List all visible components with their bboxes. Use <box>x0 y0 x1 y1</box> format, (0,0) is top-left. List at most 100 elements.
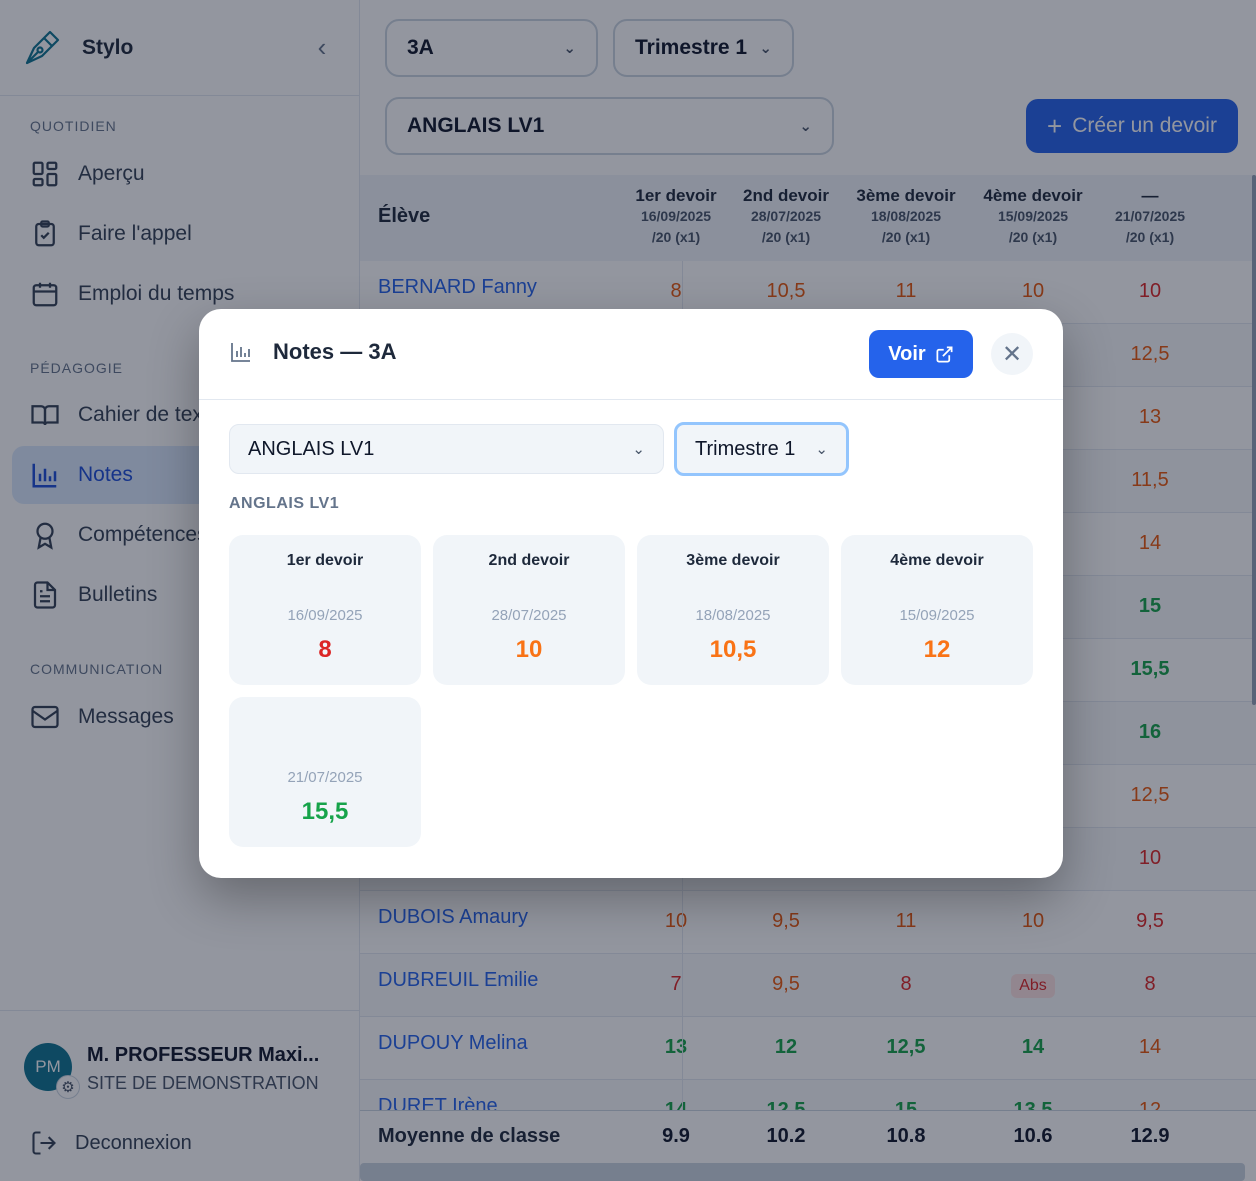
chevron-down-icon: ⌄ <box>563 40 576 57</box>
class-select-value: 3A <box>407 36 434 59</box>
document-icon <box>33 581 57 609</box>
grade-card-title: 4ème devoir <box>890 552 984 569</box>
grade-card[interactable]: 3ème devoir 18/08/2025 10,5 <box>637 535 829 685</box>
student-name[interactable]: BERNARD Fanny <box>378 276 537 298</box>
grade-card-title: 3ème devoir <box>686 552 780 569</box>
grade-card-date: 15/09/2025 <box>899 607 975 624</box>
sidebar-item-emploi-du-temps[interactable]: Emploi du temps <box>12 265 348 323</box>
grade-cell[interactable]: 12,5 <box>886 1036 926 1058</box>
absent-badge: Abs <box>1011 974 1055 998</box>
sidebar-item-cahier-de-textes[interactable]: Cahier de textes <box>12 386 348 444</box>
grade-cell[interactable]: 10 <box>664 910 688 932</box>
grade-cell[interactable]: 15 <box>1138 595 1162 617</box>
grade-cell[interactable]: 7 <box>670 973 682 995</box>
grade-cell[interactable]: 8 <box>1144 973 1156 995</box>
class-average-value: 10.2 <box>766 1125 806 1147</box>
class-average-label: Moyenne de classe <box>378 1125 561 1147</box>
sidebar-item-label: Emploi du temps <box>78 282 235 305</box>
grade-cell[interactable]: 14 <box>1138 532 1162 554</box>
modal-title: Notes — 3A <box>229 339 396 365</box>
modal-subject-value: ANGLAIS LV1 <box>248 437 375 460</box>
student-name[interactable]: DUBOIS Amaury <box>378 906 529 928</box>
app-name: Stylo <box>82 35 134 59</box>
close-button[interactable]: ✕ <box>991 333 1033 375</box>
class-average-value: 9.9 <box>662 1125 690 1147</box>
chevron-down-icon: ⌄ <box>815 441 828 458</box>
column-header[interactable]: — 21/07/2025 /20 (x1) <box>1090 185 1210 248</box>
grade-cell[interactable]: 15,5 <box>1130 658 1170 680</box>
sidebar-item-bulletins[interactable]: Bulletins <box>12 566 348 624</box>
vertical-scrollbar[interactable] <box>1252 175 1256 705</box>
grade-card[interactable]: 1er devoir 16/09/2025 8 <box>229 535 421 685</box>
gear-icon[interactable]: ⚙ <box>56 1075 80 1099</box>
grade-cell[interactable]: 12,5 <box>1130 784 1170 806</box>
column-scale: /20 (x1) <box>1008 229 1058 245</box>
grade-cell[interactable]: 11,5 <box>1131 469 1169 491</box>
period-select[interactable]: Trimestre 1 ⌄ <box>613 19 794 77</box>
logout-icon <box>32 1131 56 1155</box>
voir-button[interactable]: Voir <box>869 330 973 378</box>
column-date: 15/09/2025 <box>997 208 1069 224</box>
grade-cell[interactable]: 10 <box>1021 280 1045 302</box>
student-name[interactable]: DUPOUY Melina <box>378 1032 528 1054</box>
grade-card[interactable]: 21/07/2025 15,5 <box>229 697 421 847</box>
column-header[interactable]: 1er devoir 16/09/2025 /20 (x1) <box>616 185 736 248</box>
class-average-value: 10.8 <box>886 1125 926 1147</box>
sidebar-item-competences[interactable]: Compétences <box>12 506 348 564</box>
column-header[interactable]: 2nd devoir 28/07/2025 /20 (x1) <box>726 185 846 248</box>
column-date: 18/08/2025 <box>870 208 942 224</box>
class-select[interactable]: 3A ⌄ <box>385 19 598 77</box>
grade-cell[interactable]: 12,5 <box>1130 343 1170 365</box>
user-name: M. PROFESSEUR Maxi... <box>87 1044 320 1066</box>
grade-cell[interactable]: 9,5 <box>772 973 800 995</box>
sidebar-item-label: Faire l'appel <box>78 222 192 245</box>
grade-cell[interactable]: 10,5 <box>766 280 806 302</box>
create-homework-button[interactable]: + Créer un devoir <box>1026 99 1238 153</box>
grade-cell[interactable]: 12 <box>774 1036 798 1058</box>
chevron-down-icon: ⌄ <box>632 441 645 458</box>
horizontal-scrollbar[interactable] <box>360 1163 1245 1181</box>
grade-cell[interactable]: 11 <box>895 280 917 302</box>
column-title: 1er devoir <box>635 186 717 205</box>
grade-cell[interactable]: 13 <box>1138 406 1162 428</box>
grade-cell[interactable]: 9,5 <box>1136 910 1164 932</box>
grade-cell[interactable]: 10 <box>1138 280 1162 302</box>
grade-cell[interactable]: Abs <box>973 973 1093 998</box>
sidebar-header: Stylo ‹ <box>0 0 359 96</box>
avatar[interactable]: PM ⚙ <box>24 1043 80 1099</box>
grade-cell[interactable]: 14 <box>1138 1036 1162 1058</box>
grade-card[interactable]: 2nd devoir 28/07/2025 10 <box>433 535 625 685</box>
notes-modal: Notes — 3A Voir ✕ ANGLAIS LV1 ⌄ Trimestr… <box>199 309 1063 878</box>
grade-cell[interactable]: 10 <box>1021 910 1045 932</box>
grade-cell[interactable]: 10 <box>1138 847 1162 869</box>
subject-select[interactable]: ANGLAIS LV1 ⌄ <box>385 97 834 155</box>
student-name[interactable]: DUBREUIL Emilie <box>378 969 539 991</box>
column-title: 4ème devoir <box>983 186 1083 205</box>
sidebar-item-apercu[interactable]: Aperçu <box>12 145 348 203</box>
column-header[interactable]: 4ème devoir 15/09/2025 /20 (x1) <box>973 185 1093 248</box>
logout-button[interactable]: Deconnexion <box>30 1129 192 1157</box>
create-homework-label: Créer un devoir <box>1072 114 1217 137</box>
sidebar-item-faire-appel[interactable]: Faire l'appel <box>12 205 348 263</box>
grade-cell[interactable]: 16 <box>1138 721 1162 743</box>
grade-cell[interactable]: 8 <box>670 280 682 302</box>
grade-cell[interactable]: 14 <box>1021 1036 1045 1058</box>
column-scale: /20 (x1) <box>881 229 931 245</box>
modal-period-value: Trimestre 1 <box>695 437 796 460</box>
sidebar-item-label: Notes <box>78 463 133 486</box>
grade-card[interactable]: 4ème devoir 15/09/2025 12 <box>841 535 1033 685</box>
grade-cell[interactable]: 11 <box>895 910 917 932</box>
grade-card-value: 12 <box>923 636 951 663</box>
grade-cell[interactable]: 13 <box>664 1036 688 1058</box>
sidebar-item-messages[interactable]: Messages <box>12 688 348 746</box>
column-header[interactable]: 3ème devoir 18/08/2025 /20 (x1) <box>846 185 966 248</box>
external-link-icon <box>936 346 953 362</box>
bar-chart-icon <box>231 343 250 362</box>
logout-label: Deconnexion <box>75 1131 192 1154</box>
collapse-sidebar-button[interactable]: ‹ <box>317 32 327 62</box>
modal-subject-select[interactable]: ANGLAIS LV1 ⌄ <box>229 424 664 474</box>
grade-cell[interactable]: 8 <box>900 973 912 995</box>
sidebar-item-label: Aperçu <box>78 162 145 185</box>
modal-period-select[interactable]: Trimestre 1 ⌄ <box>674 422 849 476</box>
grade-cell[interactable]: 9,5 <box>772 910 800 932</box>
